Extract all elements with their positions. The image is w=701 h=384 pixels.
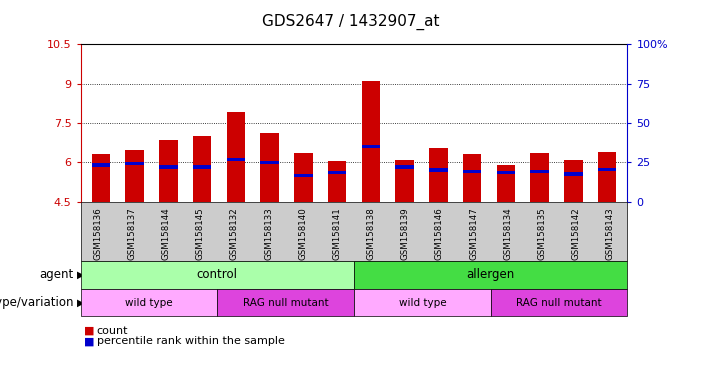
Text: GSM158138: GSM158138 (367, 207, 376, 260)
Bar (294, 174, 313, 177)
Bar (125, 162, 144, 165)
Text: GSM158143: GSM158143 (606, 207, 615, 260)
Bar (429, 148, 448, 202)
Bar (159, 140, 177, 202)
Bar (395, 165, 414, 169)
Bar (429, 169, 448, 172)
Text: wild type: wild type (125, 298, 172, 308)
Text: ■: ■ (84, 336, 95, 346)
Bar (362, 81, 380, 202)
Text: allergen: allergen (467, 268, 515, 281)
Text: GSM158140: GSM158140 (298, 207, 307, 260)
Bar (463, 154, 482, 202)
Text: agent: agent (39, 268, 74, 281)
Text: GSM158136: GSM158136 (93, 207, 102, 260)
Bar (463, 170, 482, 173)
Bar (395, 160, 414, 202)
Text: count: count (97, 326, 128, 336)
Bar (226, 158, 245, 161)
Text: GSM158132: GSM158132 (230, 207, 239, 260)
Text: GSM158145: GSM158145 (196, 207, 205, 260)
Bar (193, 136, 212, 202)
Bar (159, 165, 177, 169)
Text: percentile rank within the sample: percentile rank within the sample (97, 336, 285, 346)
Bar (260, 133, 279, 202)
Bar (328, 161, 346, 202)
Bar (294, 153, 313, 202)
Text: GSM158142: GSM158142 (571, 207, 580, 260)
Bar (92, 154, 110, 202)
Text: GSM158135: GSM158135 (538, 207, 547, 260)
Text: GSM158137: GSM158137 (128, 207, 137, 260)
Text: GSM158141: GSM158141 (332, 207, 341, 260)
Bar (598, 152, 616, 202)
Bar (496, 171, 515, 174)
Text: GSM158134: GSM158134 (503, 207, 512, 260)
Text: GSM158144: GSM158144 (161, 207, 170, 260)
Bar (125, 151, 144, 202)
Text: GSM158147: GSM158147 (469, 207, 478, 260)
Bar (531, 170, 549, 173)
Bar (598, 168, 616, 171)
Text: control: control (197, 268, 238, 281)
Text: wild type: wild type (399, 298, 446, 308)
Text: GSM158146: GSM158146 (435, 207, 444, 260)
Bar (564, 160, 583, 202)
Text: ▶: ▶ (77, 270, 85, 280)
Bar (328, 171, 346, 174)
Text: ▶: ▶ (77, 298, 85, 308)
Bar (92, 163, 110, 167)
Text: genotype/variation: genotype/variation (0, 296, 74, 309)
Bar (193, 165, 212, 169)
Bar (362, 145, 380, 148)
Text: RAG null mutant: RAG null mutant (243, 298, 329, 308)
Bar (531, 153, 549, 202)
Text: RAG null mutant: RAG null mutant (516, 298, 602, 308)
Text: ■: ■ (84, 326, 95, 336)
Bar (260, 161, 279, 164)
Text: GDS2647 / 1432907_at: GDS2647 / 1432907_at (261, 13, 440, 30)
Bar (564, 172, 583, 176)
Bar (496, 165, 515, 202)
Text: GSM158139: GSM158139 (401, 207, 410, 260)
Text: GSM158133: GSM158133 (264, 207, 273, 260)
Bar (226, 113, 245, 202)
